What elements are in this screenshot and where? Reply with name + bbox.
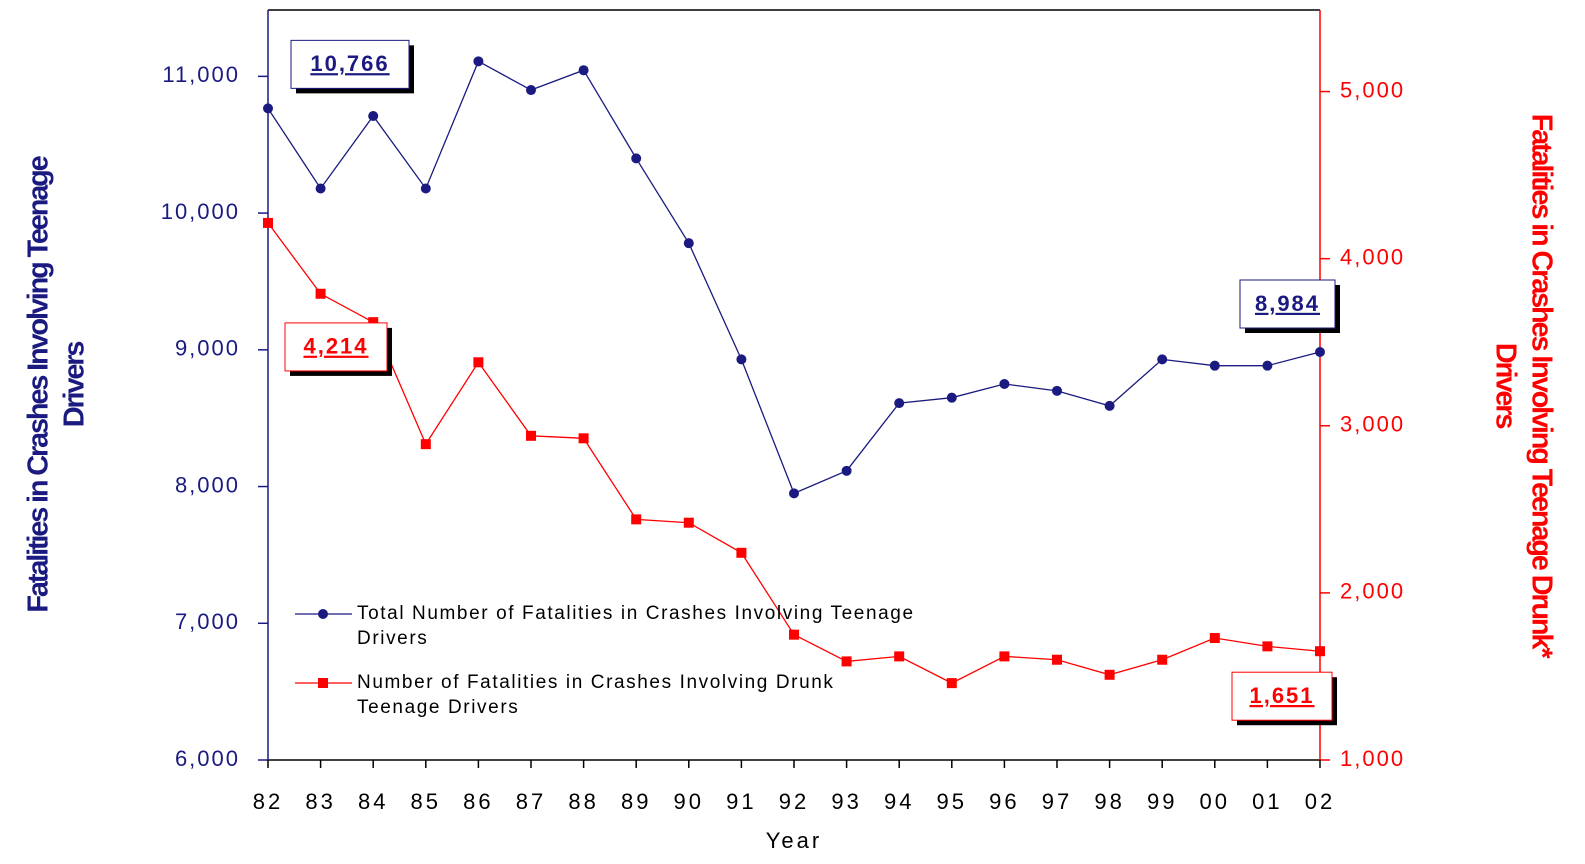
data-point bbox=[1157, 354, 1168, 365]
data-point bbox=[1052, 654, 1062, 665]
y2-tick-label: 2,000 bbox=[1340, 579, 1405, 604]
data-point bbox=[368, 317, 379, 328]
data-point bbox=[894, 651, 905, 662]
x-axis-title: Year bbox=[766, 828, 822, 853]
data-point bbox=[841, 465, 852, 476]
data-point bbox=[315, 183, 326, 194]
label-box bbox=[284, 322, 388, 372]
x-tick-label: 89 bbox=[621, 789, 651, 814]
y-tick-label: 11,000 bbox=[162, 62, 240, 87]
y2-axis-title: Fatalities in Crashes Involving Teenage … bbox=[1489, 114, 1557, 660]
x-tick-label: 97 bbox=[1042, 789, 1072, 814]
x-tick-label: 83 bbox=[305, 789, 335, 814]
value-label: 10,766 bbox=[310, 51, 389, 76]
x-tick-label: 87 bbox=[516, 789, 546, 814]
label-box bbox=[1239, 279, 1336, 329]
data-point bbox=[841, 656, 852, 667]
data-point bbox=[1104, 669, 1115, 680]
data-point bbox=[578, 433, 589, 444]
y-axis-title-line: Drivers bbox=[59, 342, 91, 428]
legend-marker bbox=[318, 609, 328, 619]
x-tick-label: 90 bbox=[674, 789, 704, 814]
y2-tick-label: 5,000 bbox=[1340, 77, 1405, 102]
x-tick-label: 96 bbox=[989, 789, 1019, 814]
x-tick-label: 92 bbox=[779, 789, 809, 814]
data-point bbox=[736, 547, 747, 558]
y2-tick-label: 4,000 bbox=[1340, 244, 1405, 269]
x-tick-label: 01 bbox=[1252, 789, 1282, 814]
data-point bbox=[420, 183, 431, 194]
x-tick-label: 95 bbox=[937, 789, 967, 814]
data-point bbox=[789, 488, 799, 499]
value-label: 1,651 bbox=[1249, 683, 1314, 708]
y-tick-label: 7,000 bbox=[175, 609, 240, 634]
data-point bbox=[368, 111, 379, 122]
data-point bbox=[1262, 641, 1273, 652]
series-line bbox=[267, 60, 1321, 495]
data-point bbox=[789, 629, 799, 640]
data-point bbox=[683, 517, 694, 528]
value-label: 8,984 bbox=[1255, 291, 1320, 316]
y-tick-label: 9,000 bbox=[175, 336, 240, 361]
data-point bbox=[946, 678, 957, 689]
x-tick-label: 84 bbox=[358, 789, 388, 814]
data-point bbox=[473, 357, 484, 368]
y2-tick-label: 3,000 bbox=[1340, 412, 1405, 437]
x-tick-label: 99 bbox=[1147, 789, 1177, 814]
data-point bbox=[683, 238, 694, 249]
data-point bbox=[1209, 633, 1220, 644]
data-point bbox=[473, 56, 484, 67]
data-point bbox=[1262, 360, 1273, 371]
legend-marker bbox=[318, 678, 328, 688]
x-tick-label: 91 bbox=[726, 789, 756, 814]
data-point bbox=[420, 439, 431, 450]
y-axis-title: Fatalities in Crashes Involving Teenage D… bbox=[23, 155, 91, 612]
value-label: 4,214 bbox=[303, 334, 368, 359]
data-point bbox=[894, 398, 905, 409]
data-point bbox=[631, 153, 642, 164]
data-point bbox=[999, 379, 1010, 389]
data-point bbox=[736, 354, 747, 365]
x-tick-label: 98 bbox=[1094, 789, 1124, 814]
data-point bbox=[263, 217, 273, 228]
legend-label: Number of Fatalities in Crashes Involvin… bbox=[357, 672, 835, 718]
data-point bbox=[631, 514, 642, 525]
y-axis-title-line: Fatalities in Crashes Involving Teenage bbox=[23, 155, 55, 612]
data-point bbox=[1104, 400, 1115, 411]
x-tick-label: 00 bbox=[1200, 789, 1230, 814]
y2-tick-label: 1,000 bbox=[1340, 746, 1405, 771]
x-tick-label: 88 bbox=[568, 789, 598, 814]
data-point bbox=[946, 392, 957, 403]
data-point bbox=[1052, 385, 1062, 396]
x-tick-label: 93 bbox=[831, 789, 861, 814]
y2-axis-title-line: Drivers bbox=[1489, 343, 1521, 429]
legend-label: Total Number of Fatalities in Crashes In… bbox=[357, 603, 915, 649]
data-point bbox=[578, 65, 589, 76]
data-point bbox=[526, 430, 536, 441]
data-point bbox=[526, 85, 536, 96]
data-point bbox=[1209, 360, 1220, 371]
x-tick-label: 94 bbox=[884, 789, 914, 814]
x-tick-label: 85 bbox=[411, 789, 441, 814]
y-tick-label: 8,000 bbox=[175, 472, 240, 497]
y-tick-label: 10,000 bbox=[161, 199, 240, 224]
x-tick-label: 86 bbox=[463, 789, 493, 814]
data-point bbox=[1315, 646, 1325, 657]
x-tick-label: 82 bbox=[253, 789, 283, 814]
label-box bbox=[290, 39, 410, 89]
y-tick-label: 6,000 bbox=[175, 746, 240, 771]
data-point bbox=[263, 103, 273, 114]
data-point bbox=[1315, 347, 1325, 358]
y2-axis-title-line: Fatalities in Crashes Involving Teenage … bbox=[1525, 114, 1557, 660]
data-point bbox=[1157, 654, 1168, 665]
data-point bbox=[315, 288, 326, 299]
x-tick-label: 02 bbox=[1305, 789, 1335, 814]
label-box bbox=[1231, 671, 1333, 721]
data-point bbox=[999, 651, 1010, 662]
